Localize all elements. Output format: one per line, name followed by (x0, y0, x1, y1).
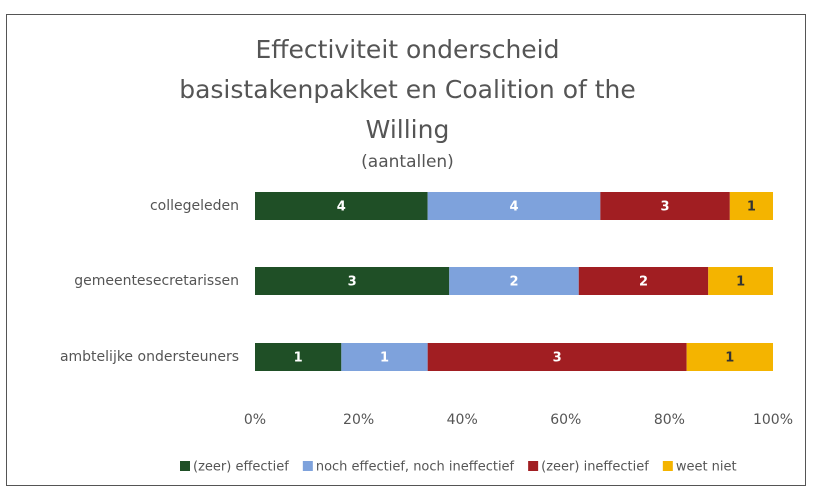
legend-label: weet niet (676, 460, 737, 475)
legend-swatch (302, 461, 313, 471)
legend-swatch (662, 461, 673, 471)
x-tick-label: 0% (244, 412, 266, 428)
title-block: Effectiviteit onderscheid basistakenpakk… (0, 30, 815, 172)
chart-subtitle: (aantallen) (361, 152, 454, 172)
bar-segment (729, 192, 773, 220)
bar-segment (427, 192, 601, 220)
legend-label: noch effectief, noch ineffectief (316, 460, 515, 475)
data-label: 2 (639, 275, 648, 290)
data-label: 1 (736, 275, 745, 290)
x-tick-label: 80% (654, 412, 685, 428)
y-tick-label: gemeentesecretarissen (74, 273, 239, 289)
x-tick-label: 100% (753, 412, 793, 428)
bar-segment (708, 267, 773, 295)
legend-label: (zeer) effectief (193, 460, 289, 475)
bar-segment (341, 343, 428, 371)
data-label: 1 (747, 200, 756, 215)
data-label: 1 (725, 351, 734, 366)
data-label: 3 (348, 275, 357, 290)
legend-swatch (180, 461, 190, 471)
chart-border (6, 14, 806, 486)
data-label: 4 (337, 200, 346, 215)
y-tick-label: collegeleden (150, 198, 239, 214)
y-tick-label: ambtelijke ondersteuners (60, 349, 239, 365)
legend-swatch (528, 461, 539, 471)
bar-segment (255, 267, 450, 295)
bar-segment (578, 267, 709, 295)
bar-segment (600, 192, 730, 220)
bar-segment (449, 267, 579, 295)
data-label: 2 (509, 275, 518, 290)
bar-segment (255, 192, 428, 220)
data-label: 1 (294, 351, 303, 366)
bar-segment (255, 343, 342, 371)
legend-label: (zeer) ineffectief (541, 460, 649, 475)
bar-segment (427, 343, 687, 371)
data-label: 1 (380, 351, 389, 366)
data-label: 4 (509, 200, 518, 215)
x-tick-label: 60% (550, 412, 581, 428)
chart-title: Effectiviteit onderscheid basistakenpakk… (179, 35, 636, 144)
data-label: 3 (661, 200, 670, 215)
data-label: 3 (553, 351, 562, 366)
x-tick-label: 20% (343, 412, 374, 428)
x-tick-label: 40% (447, 412, 478, 428)
bar-segment (686, 343, 773, 371)
